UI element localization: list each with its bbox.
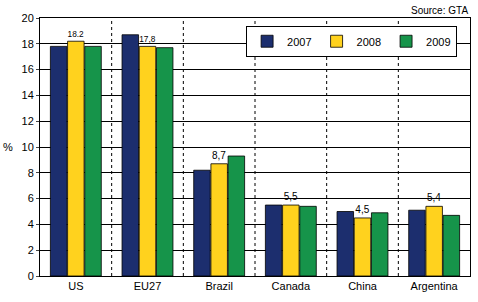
svg-text:2: 2 <box>28 244 34 256</box>
svg-text:China: China <box>348 280 378 292</box>
svg-text:Argentina: Argentina <box>411 280 459 292</box>
svg-text:%: % <box>3 141 13 153</box>
svg-text:4: 4 <box>28 218 34 230</box>
svg-text:5,4: 5,4 <box>427 192 441 203</box>
svg-text:6: 6 <box>28 192 34 204</box>
svg-text:2009: 2009 <box>426 36 450 48</box>
svg-text:12: 12 <box>22 115 34 127</box>
svg-text:Source: GTA: Source: GTA <box>411 5 468 16</box>
svg-text:Canada: Canada <box>272 280 311 292</box>
svg-text:Brazil: Brazil <box>205 280 233 292</box>
svg-text:4,5: 4,5 <box>355 204 369 215</box>
svg-text:18: 18 <box>22 38 34 50</box>
svg-text:17,8: 17,8 <box>139 34 156 44</box>
svg-text:14: 14 <box>22 89 34 101</box>
svg-text:2008: 2008 <box>357 36 381 48</box>
svg-text:2007: 2007 <box>287 36 311 48</box>
svg-text:0: 0 <box>28 270 34 282</box>
svg-text:US: US <box>68 280 83 292</box>
svg-text:20: 20 <box>22 12 34 24</box>
svg-text:EU27: EU27 <box>134 280 162 292</box>
svg-text:18.2: 18.2 <box>68 29 85 39</box>
svg-text:16: 16 <box>22 63 34 75</box>
svg-text:10: 10 <box>22 141 34 153</box>
svg-text:8: 8 <box>28 167 34 179</box>
svg-text:5,5: 5,5 <box>284 191 298 202</box>
svg-text:8,7: 8,7 <box>212 150 226 161</box>
